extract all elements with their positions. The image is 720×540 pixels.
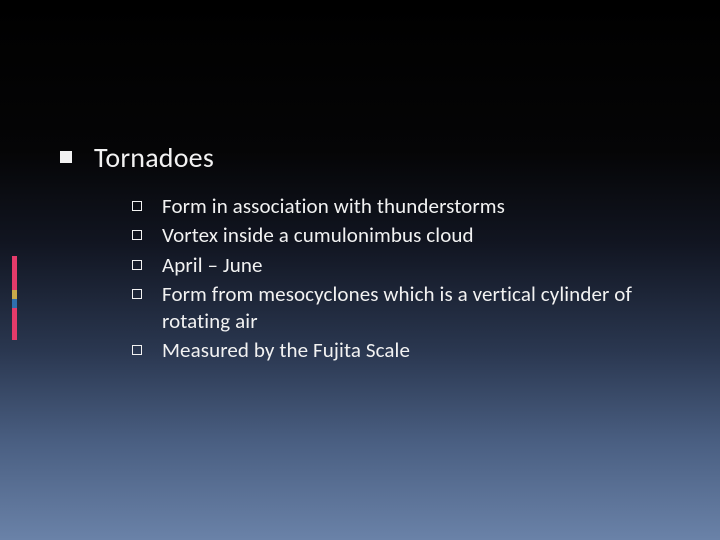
bullet-level1: Tornadoes xyxy=(60,140,680,175)
slide-content: Tornadoes Form in association with thund… xyxy=(60,140,680,367)
accent-segment xyxy=(12,299,17,308)
subitem-text: April – June xyxy=(162,252,263,279)
square-bullet-hollow-icon xyxy=(132,201,142,211)
bullet-level2: Measured by the Fujita Scale xyxy=(132,337,680,364)
bullet-level2: Form from mesocyclones which is a vertic… xyxy=(132,281,680,336)
bullet-level2: April – June xyxy=(132,252,680,279)
accent-bar xyxy=(12,256,17,340)
subitem-text: Form in association with thunderstorms xyxy=(162,193,505,220)
square-bullet-hollow-icon xyxy=(132,289,142,299)
square-bullet-filled-icon xyxy=(60,151,72,163)
accent-segment xyxy=(12,308,17,340)
subitem-text: Measured by the Fujita Scale xyxy=(162,337,410,364)
bullet-level2: Form in association with thunderstorms xyxy=(132,193,680,220)
subitem-text: Vortex inside a cumulonimbus cloud xyxy=(162,222,474,249)
subitems-list: Form in association with thunderstorms V… xyxy=(132,193,680,365)
accent-segment xyxy=(12,256,17,290)
square-bullet-hollow-icon xyxy=(132,230,142,240)
heading-text: Tornadoes xyxy=(94,140,214,175)
square-bullet-hollow-icon xyxy=(132,345,142,355)
bullet-level2: Vortex inside a cumulonimbus cloud xyxy=(132,222,680,249)
accent-segment xyxy=(12,290,17,299)
square-bullet-hollow-icon xyxy=(132,260,142,270)
subitem-text: Form from mesocyclones which is a vertic… xyxy=(162,281,680,336)
